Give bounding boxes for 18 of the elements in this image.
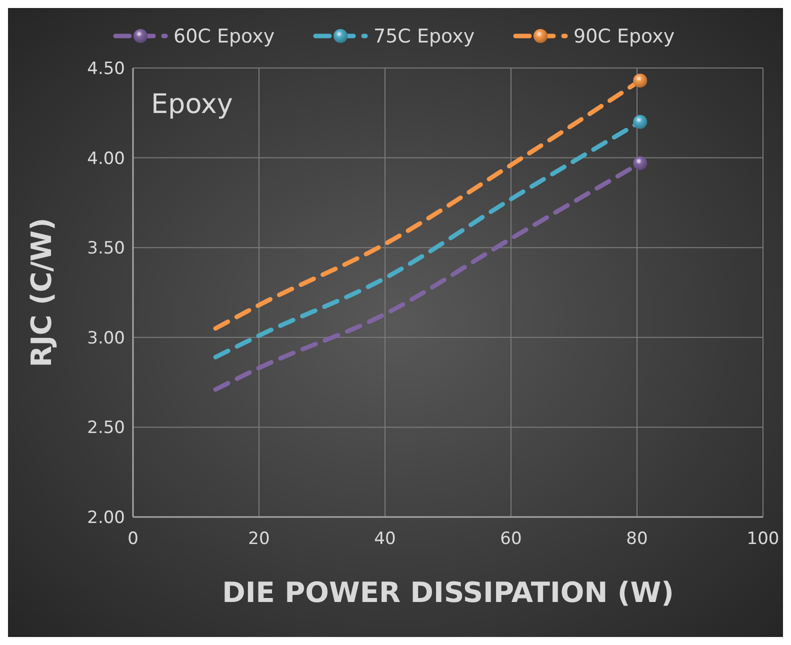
y-axis-title: RJC (C/W)	[25, 218, 58, 368]
x-axis-title: DIE POWER DISSIPATION (W)	[222, 576, 674, 609]
y-tick-label: 2.00	[87, 508, 125, 528]
x-tick-label: 60	[500, 529, 522, 549]
y-tick-label: 4.50	[87, 58, 125, 79]
y-tick-label: 3.00	[87, 328, 125, 348]
x-tick-label: 80	[626, 529, 648, 549]
annotation: Epoxy	[151, 89, 233, 120]
legend-label: 60C Epoxy	[174, 26, 275, 48]
y-tick-label: 3.50	[87, 238, 125, 259]
x-tick-label: 0	[128, 529, 138, 549]
x-tick-label: 40	[374, 529, 396, 549]
x-tick-label: 100	[746, 529, 780, 549]
legend-label: 75C Epoxy	[374, 26, 475, 48]
legend-label: 90C Epoxy	[574, 26, 675, 48]
y-tick-label: 2.50	[87, 418, 125, 438]
x-tick-label: 20	[248, 529, 270, 549]
y-tick-label: 4.00	[87, 148, 125, 169]
